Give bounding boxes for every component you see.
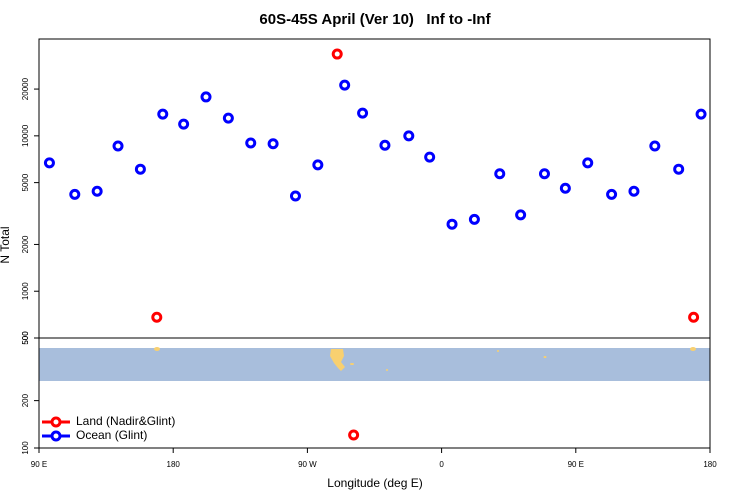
- y-tick-label: 20000: [21, 77, 30, 100]
- y-axis-label: N Total: [0, 226, 12, 263]
- y-tick-label: 2000: [21, 235, 30, 253]
- point: [673, 163, 685, 175]
- point: [312, 159, 324, 171]
- legend-marker: [50, 430, 62, 442]
- point: [538, 168, 550, 180]
- land-shape: [154, 347, 160, 351]
- legend-label: Ocean (Glint): [76, 428, 147, 442]
- plot-frame: [38, 38, 711, 449]
- point: [245, 137, 257, 149]
- x-tick-label: 0: [439, 460, 444, 469]
- land-shape: [690, 347, 696, 351]
- x-tick-label: 180: [703, 460, 717, 469]
- point: [43, 157, 55, 169]
- point: [289, 190, 301, 202]
- point: [606, 188, 618, 200]
- point: [157, 108, 169, 120]
- point: [151, 311, 163, 323]
- x-tick-label: 90 E: [568, 460, 584, 469]
- point: [688, 311, 700, 323]
- point: [339, 79, 351, 91]
- point: [91, 185, 103, 197]
- x-axis-label: Longitude (deg E): [327, 476, 422, 490]
- point: [424, 151, 436, 163]
- land-shape: [330, 349, 345, 371]
- y-tick-label: 10000: [21, 124, 30, 147]
- point: [649, 140, 661, 152]
- point: [403, 130, 415, 142]
- x-tick-label: 90 W: [298, 460, 317, 469]
- point: [134, 163, 146, 175]
- point: [267, 138, 279, 150]
- point: [348, 429, 360, 441]
- point: [178, 118, 190, 130]
- map-strip: [39, 347, 710, 381]
- point: [331, 48, 343, 60]
- point: [446, 218, 458, 230]
- point: [200, 91, 212, 103]
- ocean-band: [39, 348, 710, 381]
- point: [468, 213, 480, 225]
- land-shape: [543, 356, 547, 358]
- y-tick-label: 500: [21, 331, 30, 345]
- y-tick-label: 500: [21, 331, 30, 345]
- point: [628, 185, 640, 197]
- land-shape: [386, 369, 388, 371]
- y-tick-label: 1000: [21, 282, 30, 300]
- legend-label: Land (Nadir&Glint): [76, 414, 175, 428]
- point: [582, 157, 594, 169]
- point: [112, 140, 124, 152]
- point: [357, 107, 369, 119]
- point: [379, 139, 391, 151]
- legend-marker: [50, 416, 62, 428]
- point: [494, 168, 506, 180]
- y-tick-label: 200: [21, 393, 30, 407]
- point: [559, 182, 571, 194]
- x-tick-label: 90 E: [31, 460, 47, 469]
- point: [69, 188, 81, 200]
- y-tick-label: 100: [21, 441, 30, 455]
- land-shape: [497, 350, 499, 352]
- point: [222, 112, 234, 124]
- y-tick-label: 5000: [21, 173, 30, 191]
- point: [515, 209, 527, 221]
- chart-title: 60S-45S April (Ver 10) Inf to -Inf: [259, 11, 491, 28]
- x-tick-label: 180: [167, 460, 181, 469]
- land-shape: [350, 363, 354, 365]
- point: [695, 108, 707, 120]
